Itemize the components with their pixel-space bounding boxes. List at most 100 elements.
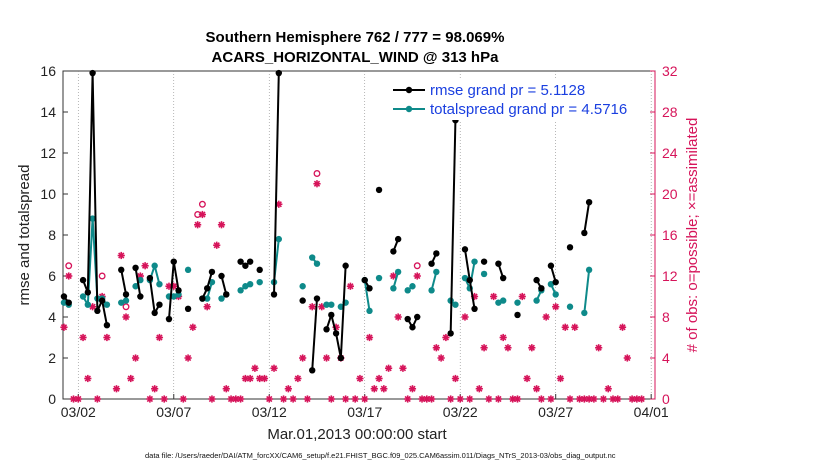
obs-assimilated-stroke (261, 375, 268, 382)
obs-assimilated-stroke (595, 344, 602, 351)
obs-assimilated-stroke (127, 375, 134, 382)
rmse-point (218, 272, 225, 280)
obs-assimilated-marker (127, 374, 135, 383)
obs-assimilated-marker (552, 303, 560, 311)
y-tick-label-right: 4 (662, 350, 670, 366)
chart-title-line2: ACARS_HORIZONTAL_WIND @ 313 hPa (212, 49, 500, 66)
obs-assimilated-marker (485, 395, 493, 403)
totalspread-point (409, 283, 416, 290)
obs-assimilated-marker (618, 323, 627, 331)
rmse-point (60, 293, 68, 300)
rmse-point (433, 250, 440, 257)
obs-assimilated-stroke (480, 344, 488, 351)
totalspread-point (495, 299, 502, 306)
obs-assimilated-stroke (242, 375, 249, 382)
obs-assimilated-stroke (199, 211, 206, 218)
obs-assimilated-stroke (223, 385, 230, 392)
rmse-line (120, 269, 128, 295)
obs-assimilated-stroke (504, 344, 512, 351)
totalspread-point (390, 285, 397, 292)
obs-assimilated-marker (413, 272, 421, 280)
rmse-point (328, 311, 335, 319)
obs-assimilated-marker (447, 395, 455, 403)
obs-assimilated-stroke (437, 354, 445, 362)
obs-assimilated-marker (356, 374, 364, 383)
obs-assimilated-marker (203, 303, 211, 311)
totalspread-point (156, 281, 163, 288)
rmse-point (409, 324, 416, 331)
obs-assimilated-stroke (523, 375, 531, 382)
obs-assimilated-stroke (89, 303, 96, 310)
obs-assimilated-stroke (251, 365, 259, 372)
rmse-point (499, 274, 507, 282)
rmse-point (299, 297, 306, 304)
totalspread-point (118, 299, 125, 306)
totalspread-point (122, 297, 130, 304)
obs-assimilated-stroke (280, 395, 287, 403)
y-axis-label-right: # of obs: o=possible; ×=assimilated (684, 118, 701, 353)
obs-assimilated-marker (480, 344, 488, 352)
obs-assimilated-stroke (514, 395, 521, 403)
obs-assimilated-marker (294, 374, 302, 383)
totalspread-line (363, 279, 371, 312)
obs-assimilated-marker (523, 374, 531, 383)
obs-assimilated-stroke (542, 313, 550, 321)
obs-assimilated-marker (509, 395, 517, 403)
obs-assimilated-stroke (304, 395, 311, 403)
totalspread-point (309, 254, 316, 261)
legend-box (392, 80, 622, 120)
rmse-point (480, 258, 488, 265)
obs-assimilated-stroke (285, 385, 292, 392)
obs-assimilated-stroke (423, 395, 430, 403)
totalspread-point (60, 299, 68, 306)
rmse-point (151, 309, 158, 317)
totalspread-point (256, 278, 263, 286)
x-tick-label: 04/01 (634, 404, 669, 420)
obs-possible-marker (413, 262, 421, 270)
totalspread-point (471, 258, 478, 265)
obs-assimilated-marker (151, 385, 159, 393)
obs-assimilated-marker (399, 364, 407, 372)
totalspread-point (428, 287, 435, 294)
obs-assimilated-stroke (414, 272, 421, 280)
obs-assimilated-stroke (309, 303, 316, 310)
x-axis-label: Mar.01,2013 00:00:00 start (267, 426, 447, 443)
totalspread-point (328, 301, 335, 308)
obs-assimilated-stroke (289, 395, 297, 403)
obs-assimilated-stroke (404, 395, 411, 403)
rmse-point (361, 276, 368, 284)
totalspread-point (452, 301, 459, 308)
obs-assimilated-stroke (103, 334, 111, 341)
obs-assimilated-stroke (122, 313, 130, 321)
obs-assimilated-stroke (151, 385, 158, 392)
obs-assimilated-marker (499, 333, 507, 342)
y-tick-label-left: 16 (40, 63, 56, 79)
obs-assimilated-marker (237, 395, 245, 403)
obs-assimilated-marker (141, 262, 149, 270)
obs-assimilated-stroke (380, 385, 387, 392)
obs-assimilated-stroke (70, 395, 77, 403)
x-tick-label: 03/27 (538, 404, 573, 420)
totalspread-point (89, 215, 96, 222)
obs-assimilated-stroke (485, 395, 493, 403)
obs-assimilated-marker (198, 210, 207, 219)
obs-assimilated-marker (313, 180, 321, 188)
obs-assimilated-stroke (461, 313, 469, 321)
rmse-point (342, 262, 349, 269)
obs-possible-marker (313, 170, 321, 177)
obs-assimilated-marker (370, 385, 378, 393)
obs-assimilated-marker (342, 395, 350, 403)
obs-assimilated-stroke (385, 365, 392, 372)
obs-assimilated-stroke (490, 293, 497, 300)
obs-assimilated-stroke (390, 272, 397, 280)
obs-assimilated-marker (346, 282, 355, 290)
totalspread-point (151, 262, 158, 269)
obs-assimilated-marker (361, 395, 369, 403)
totalspread-point (218, 295, 225, 302)
obs-assimilated-stroke (194, 221, 201, 228)
obs-assimilated-stroke (213, 242, 220, 249)
rmse-point (89, 69, 96, 77)
obs-possible-marker (198, 200, 206, 208)
rmse-point (94, 307, 101, 315)
obs-assimilated-marker (566, 395, 574, 403)
